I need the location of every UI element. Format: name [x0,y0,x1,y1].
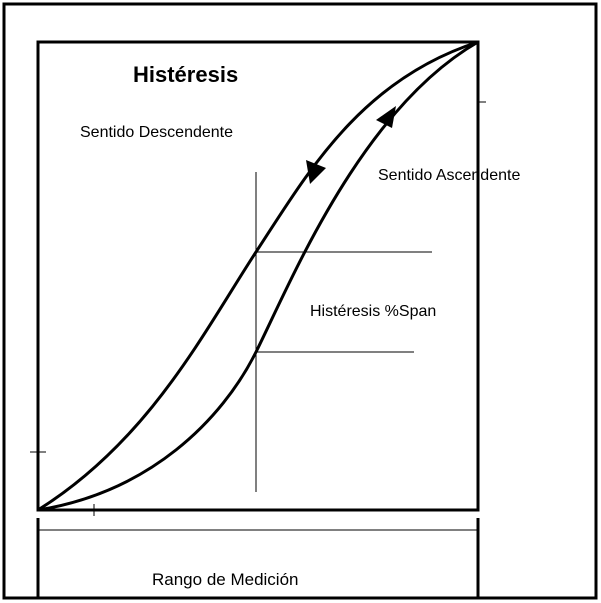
label-hysteresis: Histéresis %Span [310,303,436,320]
arrow-up [376,106,396,128]
label-descending: Sentido Descendente [80,124,233,141]
arrow-down [306,160,326,184]
title: Histéresis [133,62,238,87]
range-label: Rango de Medición [152,570,298,589]
plot-box [36,40,480,512]
label-ascending: Sentido Ascendente [378,167,520,184]
